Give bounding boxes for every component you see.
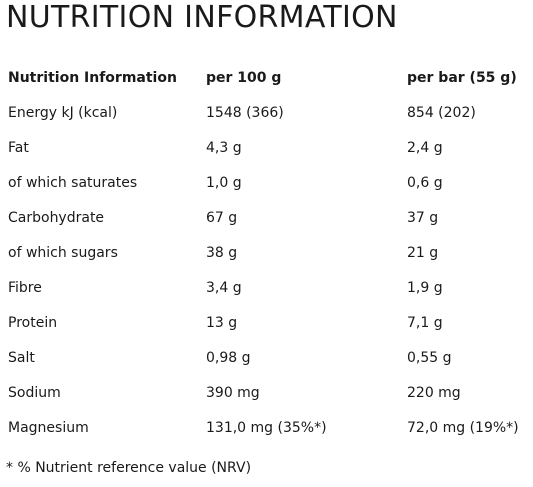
table-row: Energy kJ (kcal) 1548 (366) 854 (202) xyxy=(0,96,533,131)
table-header-row: Nutrition Information per 100 g per bar … xyxy=(0,61,533,96)
table-row: of which saturates 1,0 g 0,6 g xyxy=(0,166,533,201)
table-row: Salt 0,98 g 0,55 g xyxy=(0,341,533,376)
nutrient-name: Fat xyxy=(8,140,29,156)
value-per-bar: 21 g xyxy=(407,245,439,261)
value-per-bar: 37 g xyxy=(407,210,439,226)
value-per-100g: 1548 (366) xyxy=(206,105,284,121)
value-per-100g: 0,98 g xyxy=(206,350,251,366)
page-title: NUTRITION INFORMATION xyxy=(6,0,398,35)
column-header-per-bar: per bar (55 g) xyxy=(407,70,517,86)
column-header-per-100g: per 100 g xyxy=(206,70,282,86)
table-row: Fibre 3,4 g 1,9 g xyxy=(0,271,533,306)
value-per-100g: 4,3 g xyxy=(206,140,242,156)
table-row: Protein 13 g 7,1 g xyxy=(0,306,533,341)
value-per-bar: 0,6 g xyxy=(407,175,443,191)
table-row: Carbohydrate 67 g 37 g xyxy=(0,201,533,236)
value-per-bar: 0,55 g xyxy=(407,350,452,366)
value-per-bar: 2,4 g xyxy=(407,140,443,156)
footnote: * % Nutrient reference value (NRV) xyxy=(6,460,252,476)
value-per-bar: 7,1 g xyxy=(407,315,443,331)
value-per-100g: 131,0 mg (35%*) xyxy=(206,420,327,436)
value-per-bar: 1,9 g xyxy=(407,280,443,296)
nutrient-name: Sodium xyxy=(8,385,61,401)
nutrient-name: of which saturates xyxy=(8,175,138,191)
table-row: of which sugars 38 g 21 g xyxy=(0,236,533,271)
table-row: Fat 4,3 g 2,4 g xyxy=(0,131,533,166)
nutrient-name: Energy kJ (kcal) xyxy=(8,105,118,121)
nutrition-table: Nutrition Information per 100 g per bar … xyxy=(0,61,533,446)
value-per-100g: 13 g xyxy=(206,315,238,331)
table-row: Sodium 390 mg 220 mg xyxy=(0,376,533,411)
nutrient-name: Magnesium xyxy=(8,420,89,436)
table-row: Magnesium 131,0 mg (35%*) 72,0 mg (19%*) xyxy=(0,411,533,446)
nutrient-name: Protein xyxy=(8,315,58,331)
value-per-100g: 390 mg xyxy=(206,385,260,401)
value-per-100g: 67 g xyxy=(206,210,238,226)
nutrient-name: Carbohydrate xyxy=(8,210,105,226)
nutrient-name: of which sugars xyxy=(8,245,118,261)
value-per-bar: 220 mg xyxy=(407,385,461,401)
value-per-100g: 1,0 g xyxy=(206,175,242,191)
value-per-bar: 72,0 mg (19%*) xyxy=(407,420,519,436)
value-per-100g: 3,4 g xyxy=(206,280,242,296)
value-per-100g: 38 g xyxy=(206,245,238,261)
column-header-nutrient: Nutrition Information xyxy=(8,70,177,86)
nutrient-name: Salt xyxy=(8,350,35,366)
nutrient-name: Fibre xyxy=(8,280,42,296)
value-per-bar: 854 (202) xyxy=(407,105,476,121)
